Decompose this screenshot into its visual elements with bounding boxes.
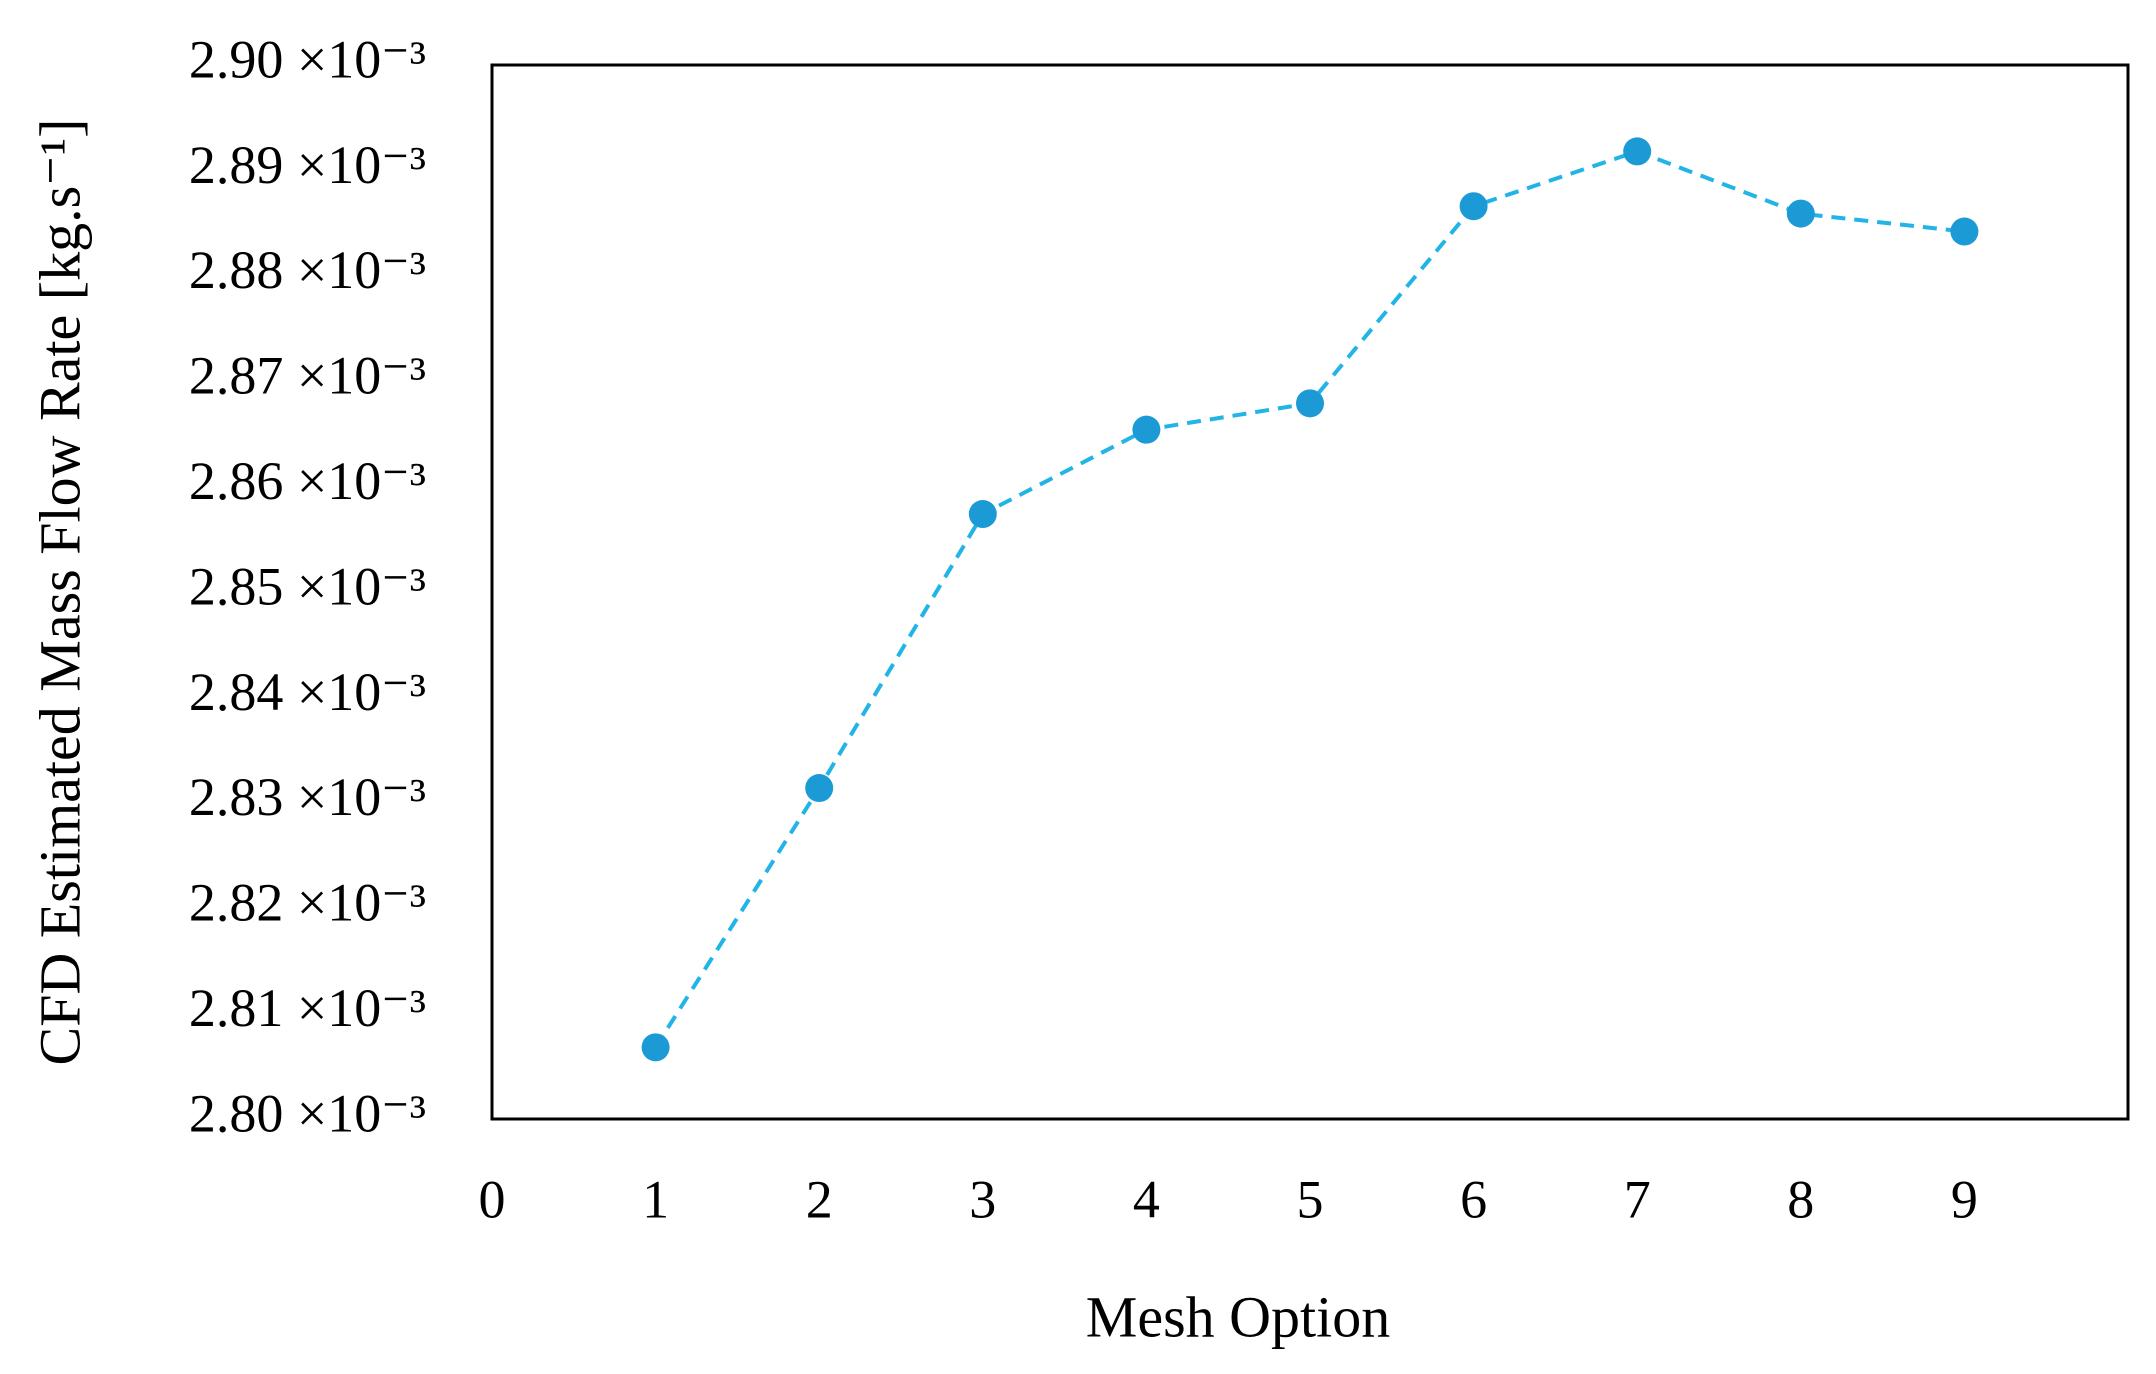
data-point xyxy=(1786,199,1815,228)
data-point xyxy=(968,500,997,529)
y-tick-label: 2.88 ×10⁻³ xyxy=(189,240,426,300)
x-tick-label: 2 xyxy=(806,1169,833,1229)
y-tick-label: 2.81 ×10⁻³ xyxy=(189,978,426,1038)
y-tick-label: 2.80 ×10⁻³ xyxy=(189,1083,426,1143)
data-point xyxy=(1459,192,1488,221)
x-tick-label: 1 xyxy=(642,1169,669,1229)
x-tick-label: 4 xyxy=(1133,1169,1160,1229)
y-tick-label: 2.89 ×10⁻³ xyxy=(189,135,426,195)
x-tick-label: 9 xyxy=(1951,1169,1978,1229)
y-tick-label: 2.86 ×10⁻³ xyxy=(189,451,426,511)
y-tick-label: 2.87 ×10⁻³ xyxy=(189,346,426,406)
y-tick-label: 2.82 ×10⁻³ xyxy=(189,873,426,933)
x-tick-label: 3 xyxy=(969,1169,996,1229)
data-point xyxy=(1950,217,1979,246)
x-tick-label: 0 xyxy=(479,1169,506,1229)
x-tick-label: 5 xyxy=(1297,1169,1324,1229)
y-tick-label: 2.85 ×10⁻³ xyxy=(189,556,426,616)
y-tick-label: 2.83 ×10⁻³ xyxy=(189,767,426,827)
y-axis-label: CFD Estimated Mass Flow Rate [kg.s⁻¹] xyxy=(27,119,92,1066)
x-tick-label: 8 xyxy=(1787,1169,1814,1229)
x-tick-label: 6 xyxy=(1460,1169,1487,1229)
data-point xyxy=(805,774,834,803)
y-tick-label: 2.90 ×10⁻³ xyxy=(189,29,426,89)
x-axis-label: Mesh Option xyxy=(1086,1284,1391,1349)
data-point xyxy=(1296,389,1324,418)
data-point xyxy=(1132,415,1161,444)
data-point xyxy=(1623,137,1652,166)
series-line xyxy=(653,149,1965,1049)
y-tick-label: 2.84 ×10⁻³ xyxy=(189,662,426,722)
x-tick-label: 7 xyxy=(1624,1169,1651,1229)
data-point xyxy=(641,1033,670,1062)
